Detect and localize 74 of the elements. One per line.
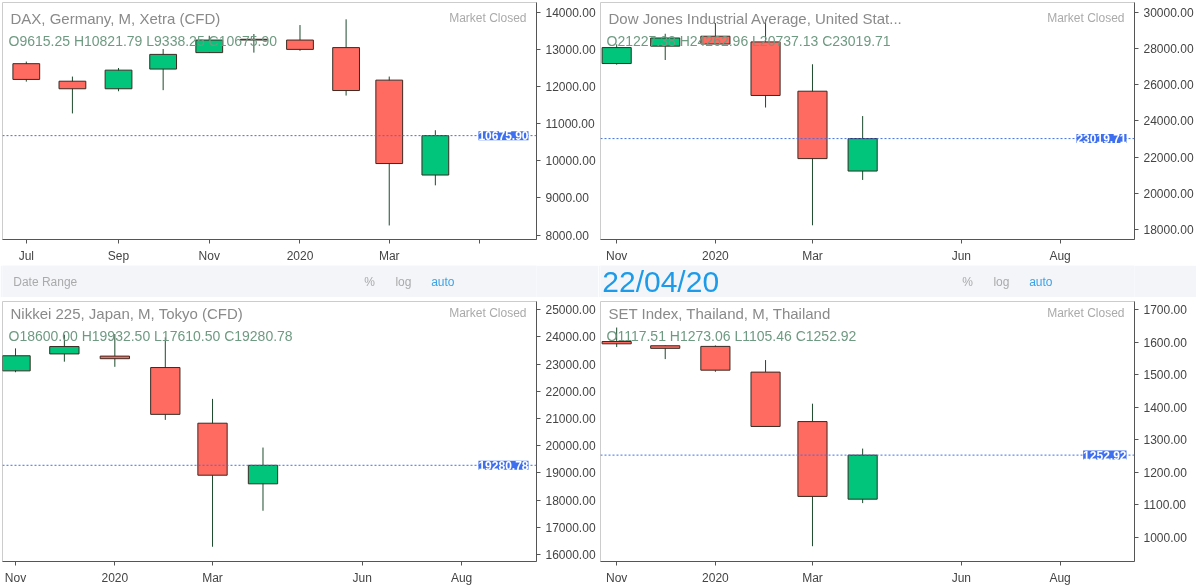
x-tick-label: Jun bbox=[951, 248, 972, 263]
x-tick-label: Mar bbox=[378, 248, 400, 263]
x-tick-label: Mar bbox=[802, 570, 823, 585]
x-tick-label: 2020 bbox=[702, 248, 730, 263]
y-tick-label: 16000.00 bbox=[545, 548, 596, 563]
x-tick-label: Nov bbox=[4, 570, 27, 585]
text: log bbox=[993, 274, 1010, 289]
y-tick-label: 25000.00 bbox=[545, 303, 596, 318]
x-tick-label: Mar bbox=[802, 248, 823, 263]
text: 22/04/20 bbox=[602, 265, 720, 298]
y-tick-label: 18000.00 bbox=[1143, 223, 1194, 238]
y-tick-label: 1300.00 bbox=[1143, 433, 1188, 448]
chart-title: SET Index, Thailand, M, Thailand bbox=[608, 304, 831, 322]
x-tick-label: Mar bbox=[202, 570, 223, 585]
y-tick-label: 1700.00 bbox=[1143, 303, 1188, 318]
y-tick-label: 24000.00 bbox=[1143, 114, 1194, 129]
y-tick-label: 1100.00 bbox=[1143, 498, 1187, 513]
y-tick-label: 17000.00 bbox=[545, 520, 596, 535]
y-tick-label: 1000.00 bbox=[1143, 530, 1188, 545]
ref-line-label: 19280.78 bbox=[478, 458, 529, 473]
x-tick-label: Aug bbox=[1049, 248, 1071, 263]
annotation: Market Closed bbox=[449, 305, 527, 320]
y-tick-label: 28000.00 bbox=[1143, 41, 1194, 56]
x-tick-label: 2020 bbox=[101, 570, 129, 585]
annotation: Market Closed bbox=[449, 10, 527, 25]
x-tick-label: Jul bbox=[18, 248, 34, 263]
y-tick-label: 10000.00 bbox=[545, 154, 596, 169]
x-tick-label: 2020 bbox=[702, 570, 730, 585]
x-tick-label: Nov bbox=[606, 570, 628, 585]
y-tick-label: 12000.00 bbox=[545, 79, 596, 94]
x-tick-label: Jun bbox=[352, 570, 372, 585]
y-tick-label: 11000.00 bbox=[545, 117, 595, 132]
candlestick bbox=[58, 76, 87, 114]
chart-title: Nikkei 225, Japan, M, Tokyo (CFD) bbox=[10, 304, 243, 322]
y-tick-label: 1200.00 bbox=[1143, 465, 1188, 480]
x-tick-label: Jun bbox=[951, 570, 972, 585]
y-tick-label: 22000.00 bbox=[1143, 150, 1194, 165]
y-tick-label: 21000.00 bbox=[545, 412, 596, 427]
annotation: Market Closed bbox=[1047, 305, 1125, 320]
annotation: Market Closed bbox=[1047, 10, 1125, 25]
y-tick-label: 30000.00 bbox=[1143, 5, 1194, 20]
text: DAX, Germany, M, Xetra (CFD) bbox=[10, 9, 221, 27]
y-tick-label: 18000.00 bbox=[545, 493, 596, 508]
x-tick-label: Aug bbox=[450, 570, 473, 585]
y-tick-label: 22000.00 bbox=[545, 384, 596, 399]
text: % bbox=[364, 274, 376, 289]
y-tick-label: 19000.00 bbox=[545, 466, 596, 481]
text: auto bbox=[1029, 274, 1053, 289]
y-tick-label: 20000.00 bbox=[1143, 186, 1194, 201]
y-tick-label: 14000.00 bbox=[545, 5, 596, 20]
y-tick-label: 24000.00 bbox=[545, 330, 596, 345]
ref-line-label: 1252.92 bbox=[1083, 448, 1127, 463]
ref-line-label: 23019.71 bbox=[1076, 132, 1127, 147]
ref-line-label: 10675.90 bbox=[478, 129, 529, 144]
y-tick-label: 23000.00 bbox=[545, 357, 596, 372]
text: Dow Jones Industrial Average, United Stat... bbox=[608, 9, 902, 27]
text: auto bbox=[431, 274, 455, 289]
text: log bbox=[395, 274, 412, 289]
x-tick-label: Aug bbox=[1049, 570, 1071, 585]
x-tick-label: 2020 bbox=[286, 248, 314, 263]
y-tick-label: 20000.00 bbox=[545, 439, 596, 454]
x-tick-label: Nov bbox=[606, 248, 628, 263]
text: Date Range bbox=[13, 274, 78, 289]
y-tick-label: 1400.00 bbox=[1143, 400, 1188, 415]
x-tick-label: Sep bbox=[107, 248, 130, 263]
y-tick-label: 1600.00 bbox=[1143, 335, 1188, 350]
y-tick-label: 26000.00 bbox=[1143, 78, 1194, 93]
y-tick-label: 1500.00 bbox=[1143, 368, 1188, 383]
y-tick-label: 8000.00 bbox=[545, 228, 590, 243]
y-tick-label: 9000.00 bbox=[545, 191, 590, 206]
y-tick-label: 13000.00 bbox=[545, 42, 596, 57]
x-tick-label: Nov bbox=[198, 248, 220, 263]
text: % bbox=[962, 274, 974, 289]
annotation: O18600.00 H19932.50 L17610.50 C19280.78 bbox=[8, 327, 293, 344]
